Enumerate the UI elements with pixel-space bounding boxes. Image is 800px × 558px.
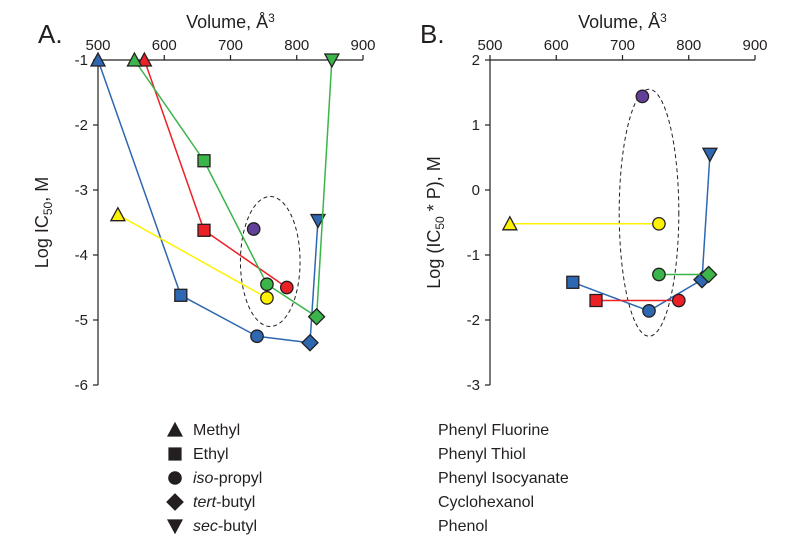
marker-yellow [261,292,273,304]
tick-label: -3 [467,377,480,394]
tick-label: 700 [218,37,243,54]
tick-label: 900 [350,37,375,54]
legend-marker [168,520,182,533]
legend-shape-label: tert-butyl [193,494,255,511]
tick-label: 900 [742,37,767,54]
marker-red [673,294,685,306]
marker-blue [175,289,187,301]
tick-label: 600 [544,37,569,54]
legend-color-label: Phenol [438,518,488,535]
series-line-blue [573,154,710,311]
panel-b: 500 600 700 800 900 -3 -2 -1 0 1 2 Volume, Å3 Log (I… [424,11,768,394]
legend-color-label: Cyclohexanol [438,494,534,511]
marker-purple [636,90,648,102]
legend-color-label: Phenyl Fluorine [438,422,549,439]
legend-marker [168,423,182,436]
marker-red [198,224,210,236]
figure-root: A. B. 500 600 700 800 900 -6 -5 -4 -3 -2 -1 Volume,… [0,0,800,558]
tick-label: 500 [85,37,110,54]
tick-label: 500 [477,37,502,54]
tick-label: -1 [75,52,88,69]
marker-red [590,295,602,307]
tick-label: -1 [467,247,480,264]
tick-label: 700 [610,37,635,54]
marker-blue [643,305,655,317]
marker-purple [247,223,259,235]
legend-marker [167,494,183,510]
marker-red [281,281,293,293]
panel-a-label: A. [38,19,63,49]
panel-b-label: B. [420,19,445,49]
tick-label: 600 [152,37,177,54]
legend-shape-label: Ethyl [193,446,229,463]
y-axis-title: Log (IC50 * P), M [424,156,447,288]
legend-colors: Phenyl Fluorine Phenyl Thiol Phenyl Isocya… [438,422,569,535]
tick-label: -5 [75,312,88,329]
marker-yellow [653,218,665,230]
legend-shape-label: sec-butyl [193,518,257,535]
legend-marker [169,472,181,484]
marker-blue [251,330,263,342]
series-line-yellow [118,215,267,298]
marker-blue [703,148,717,161]
marker-green [261,278,273,290]
legend-shape-label: iso-propyl [193,470,262,487]
legend-shape-label: Methyl [193,422,240,439]
marker-green [653,268,665,280]
panel-a: 500 600 700 800 900 -6 -5 -4 -3 -2 -1 Volume, Å3 Log… [32,11,376,394]
tick-label: -2 [467,312,480,329]
tick-label: 2 [472,52,480,69]
tick-label: 1 [472,117,480,134]
marker-green [198,155,210,167]
x-axis-title: Volume, Å3 [578,11,667,32]
legend-color-label: Phenyl Thiol [438,446,526,463]
marker-blue [567,276,579,288]
legend-color-label: Phenyl Isocyanate [438,470,569,487]
legend-marker [169,448,181,460]
tick-label: -6 [75,377,88,394]
tick-label: -4 [75,247,88,264]
marker-blue [302,335,318,351]
tick-label: 800 [284,37,309,54]
y-axis-title: Log IC50, M [32,177,55,268]
legend-shapes: Methyl Ethyl iso-propyl tert-butyl sec-butyl [167,422,262,535]
x-axis-title: Volume, Å3 [186,11,275,32]
marker-yellow [111,208,125,221]
series-line-blue [98,60,318,343]
tick-label: -3 [75,182,88,199]
tick-label: -2 [75,117,88,134]
tick-label: 0 [472,182,480,199]
tick-label: 800 [676,37,701,54]
